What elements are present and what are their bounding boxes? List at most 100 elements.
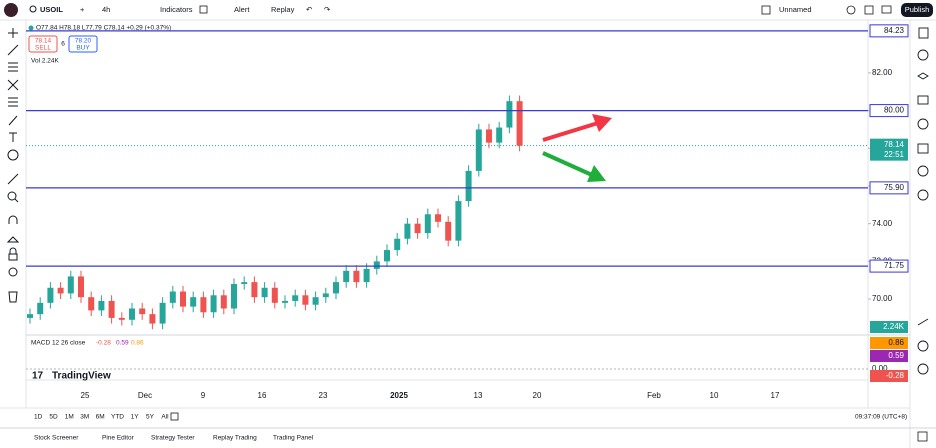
range-button[interactable]: 5Y [146,414,155,421]
candle-body [394,238,401,251]
y-tick-label: 82.00 [872,68,893,77]
x-tick-label: 17 [771,391,780,400]
range-button[interactable]: 5D [49,414,58,421]
candle-body [27,314,33,318]
macd-value: 0.59 [116,340,129,347]
level-badge [869,24,909,38]
countdown: 22:51 [884,150,905,159]
range-button[interactable]: 3M [80,414,89,421]
red-arrow [542,114,612,142]
buy-label[interactable]: BUY [76,45,90,52]
replay[interactable]: Replay [271,5,295,14]
candle-body [180,291,186,307]
candle-body [231,283,237,309]
camera-icon[interactable] [881,5,892,14]
signal-badge [870,337,908,349]
range-button[interactable]: 1M [65,414,74,421]
range-button[interactable]: 6M [96,414,105,421]
bottom-tab[interactable]: Stock Screener [34,435,79,442]
fullscreen-icon[interactable] [864,5,874,15]
buy-button[interactable] [68,35,98,53]
candle-body [98,300,105,311]
bottom-tab[interactable]: Pine Editor [102,435,135,442]
x-tick-label: Dec [138,391,152,400]
signal-badge-label: 0.86 [888,338,904,347]
candle-body [373,261,380,269]
candle-body [455,201,462,241]
last-price-label: 78.14 [884,140,905,149]
sell-button[interactable] [28,35,58,53]
layout-checkbox[interactable] [761,5,771,15]
x-tick-label: 16 [258,391,267,400]
sidebar-icons[interactable] [917,27,929,375]
alert[interactable]: Alert [234,5,250,14]
candle-body [404,223,411,239]
candle-body [47,287,54,303]
x-tick-label: 2025 [390,391,408,400]
sell-price[interactable]: 78.14 [35,38,52,45]
candle-body [118,317,125,320]
search-icon[interactable] [29,5,37,13]
bottom-tab[interactable]: Replay Trading [213,435,257,442]
candle-body [292,295,299,301]
date-range-icon[interactable] [170,412,179,421]
candle-body [363,268,370,283]
volume-badge [870,321,908,333]
redo[interactable]: ↷ [324,5,331,14]
candle-body [312,297,319,305]
macd-zero-label: 0.00 [872,364,888,373]
symbol[interactable]: USOIL [40,5,63,14]
market-status [28,25,34,31]
y-tick-label: 74.00 [872,219,893,228]
bottom-tab[interactable]: Trading Panel [273,435,314,442]
range-button[interactable]: All [161,414,169,421]
candle-body [88,297,95,311]
candle-body [486,129,492,143]
layout-name[interactable]: Unnamed [779,5,812,14]
y-tick-label: 70.00 [872,294,893,303]
candle-body [159,302,166,324]
layout-icon[interactable] [199,5,208,14]
interval[interactable]: 4h [102,5,110,14]
candle-body [108,300,115,318]
candle-body [169,291,176,303]
publish-label[interactable]: Publish [905,5,930,14]
top-toolbar [0,0,936,20]
logo-mark: 17 [32,371,44,382]
candle-body [37,302,44,315]
candle-body [200,297,207,313]
volume-legend: Vol 2.24K [31,58,59,65]
hist-badge-label: -0.28 [886,371,905,380]
logo: TradingView [52,371,111,382]
x-tick-label: 23 [319,391,328,400]
candle-body [424,214,431,234]
candle-body [333,282,339,294]
avatar[interactable] [4,3,18,17]
level-badge [869,181,909,195]
range-button[interactable]: 1Y [131,414,140,421]
candle-body [251,282,258,298]
buy-price[interactable]: 78.20 [75,38,92,45]
sell-label[interactable]: SELL [35,45,51,52]
level-label: 84.23 [884,26,905,35]
indicators[interactable]: Indicators [160,5,193,14]
level-label: 75.90 [884,183,905,192]
drawing-tools[interactable] [6,28,20,303]
candle-body [282,300,288,303]
add-symbol[interactable]: + [80,5,85,14]
candle-body [261,287,268,298]
candle-body [241,282,248,284]
bottom-tab[interactable]: Strategy Tester [151,435,195,442]
publish-button[interactable] [901,3,933,17]
undo[interactable]: ↶ [306,5,313,14]
maximize-icon[interactable] [917,431,928,442]
candle-body [139,308,146,315]
range-button[interactable]: YTD [111,414,124,421]
level-badge [869,259,909,273]
range-button[interactable]: 1D [34,414,43,421]
candle-body [129,308,135,320]
settings-icon[interactable] [846,5,856,15]
candle-body [78,276,84,298]
